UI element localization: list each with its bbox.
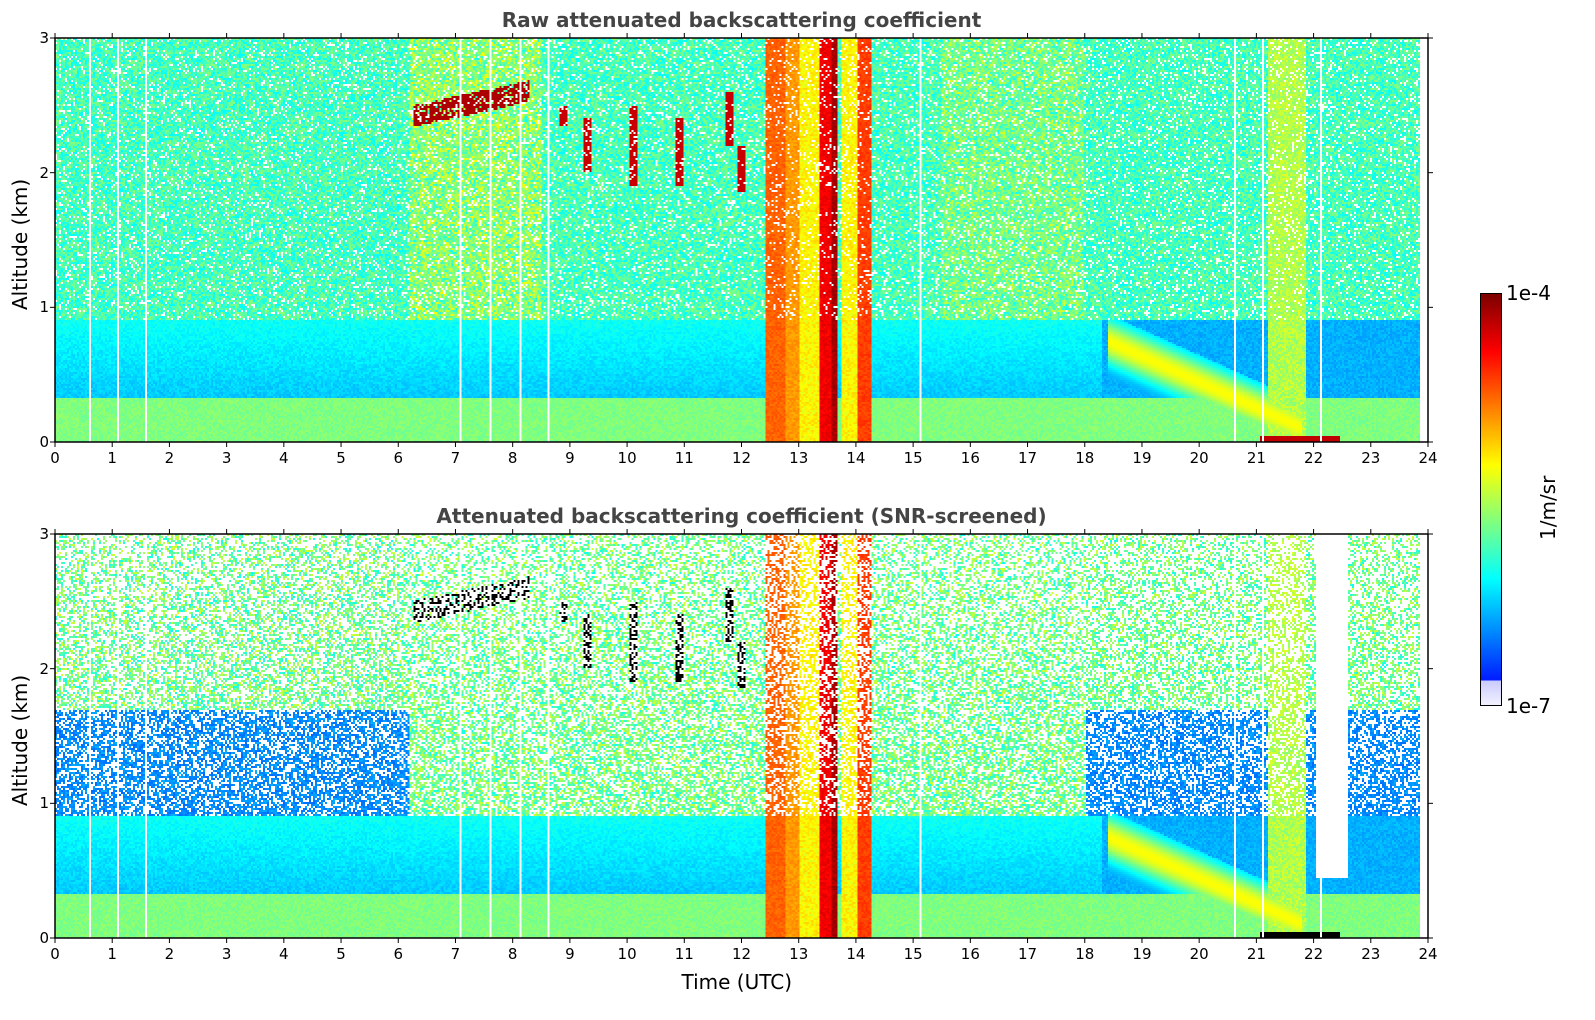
x-tick-label: 17 [1017,449,1038,467]
x-tick-label: 13 [789,449,809,467]
x-tick-label: 16 [960,449,980,467]
x-tick-label: 4 [279,449,289,467]
x-tick-label: 5 [336,449,346,467]
x-tick-label: 18 [1075,449,1095,467]
plot-frame [54,37,1429,443]
y-tick-label: 1 [39,794,49,813]
x-tick-label: 0 [50,945,60,963]
y-tick-label: 2 [39,163,49,182]
x-tick-label: 17 [1017,945,1038,963]
x-tick-label: 10 [617,449,637,467]
x-tick-label: 2 [164,945,175,963]
y-tick-label: 1 [39,298,49,317]
x-tick-label: 22 [1304,945,1324,963]
x-tick-label: 19 [1132,945,1152,963]
x-tick-label: 15 [903,449,923,467]
x-tick-label: 11 [674,449,694,467]
x-tick-label: 13 [789,945,809,963]
x-tick-label: 16 [960,945,980,963]
y-tick-label: 2 [39,659,49,678]
x-tick-label: 24 [1418,449,1438,467]
x-tick-label: 10 [617,945,637,963]
x-tick-label: 1 [107,449,117,467]
x-tick-label: 23 [1361,449,1381,467]
x-tick-label: 7 [450,449,461,467]
x-tick-label: 6 [393,449,404,467]
raw-backscatter-heatmap [55,38,1428,442]
colorbar-max-label: 1e-4 [1506,281,1551,305]
x-tick-label: 23 [1361,945,1381,963]
x-tick-label: 21 [1246,449,1266,467]
y-tick-label: 3 [39,29,49,47]
y-tick-label: 0 [39,433,49,451]
x-axis-label: Time (UTC) [681,970,793,994]
y-tick-label: 3 [39,525,49,543]
x-tick-label: 11 [674,945,694,963]
x-tick-label: 5 [336,945,346,963]
x-tick-label: 20 [1189,449,1209,467]
x-tick-label: 8 [507,945,518,963]
x-tick-label: 4 [279,945,289,963]
x-tick-label: 7 [450,945,461,963]
x-tick-label: 21 [1246,945,1266,963]
plot-frame [54,533,1429,939]
x-tick-label: 15 [903,945,923,963]
x-tick-label: 6 [393,945,404,963]
x-tick-label: 12 [731,945,752,963]
x-tick-label: 1 [107,945,117,963]
x-tick-label: 18 [1075,945,1095,963]
x-tick-label: 22 [1304,449,1324,467]
x-tick-label: 9 [565,449,575,467]
bottom-panel-title: Attenuated backscattering coefficient (S… [436,504,1047,528]
x-tick-label: 8 [507,449,518,467]
top-panel-title: Raw attenuated backscattering coefficien… [501,8,982,32]
colorbar-min-label: 1e-7 [1506,694,1551,718]
x-tick-label: 3 [221,945,232,963]
x-tick-label: 9 [565,945,575,963]
x-tick-label: 24 [1418,945,1438,963]
x-tick-label: 12 [731,449,752,467]
x-tick-label: 0 [50,449,60,467]
screened-backscatter-heatmap [55,534,1428,938]
x-tick-label: 19 [1132,449,1152,467]
x-tick-label: 3 [221,449,232,467]
x-tick-label: 14 [846,449,866,467]
y-tick-label: 0 [39,929,49,947]
colorbar [1480,293,1502,706]
x-tick-label: 14 [846,945,866,963]
x-tick-label: 20 [1189,945,1209,963]
x-tick-label: 2 [164,449,175,467]
